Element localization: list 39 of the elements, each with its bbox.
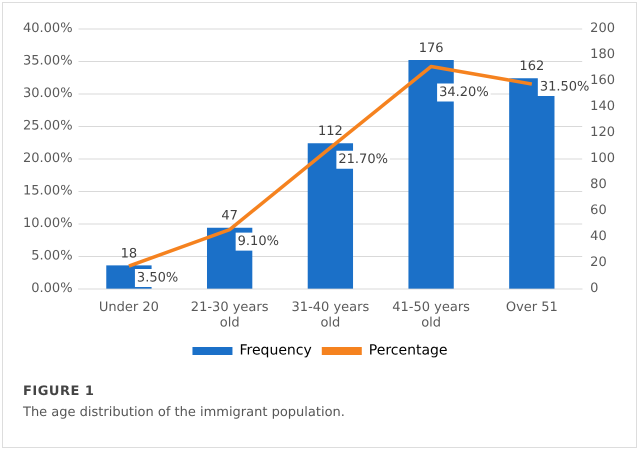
y-tick-label: 20.00% [22,151,73,166]
data-label: 18 [120,246,138,262]
legend-label: Percentage [368,342,448,359]
x-tick-label: Under 20 [98,300,159,315]
y2-tick-label: 180 [590,47,616,62]
data-label: 34.20% [439,84,489,100]
y-tick-label: 40.00% [22,21,73,36]
data-label: 162 [519,59,544,74]
y-tick-label: 0.00% [31,281,73,296]
y2-tick-label: 140 [590,99,616,114]
y2-tick-label: 0 [590,281,598,296]
y2-tick-label: 40 [590,229,607,244]
y2-tick-label: 80 [590,177,607,192]
y-tick-label: 25.00% [22,118,73,134]
y2-tick-label: 120 [590,125,616,140]
y-tick-label: 15.00% [22,184,73,199]
text: FIGURE 1 [23,384,94,399]
data-label: 31.50% [540,79,590,94]
y-tick-label: 10.00% [22,216,73,232]
y-tick-label: 30.00% [22,86,73,102]
y2-tick-label: 100 [590,151,616,166]
text: The age distribution of the immigrant population. [23,405,345,420]
x-tick-label: 31-40 years old [292,300,370,331]
legend-label: Frequency [239,342,312,359]
y2-tick-label: 160 [590,73,616,88]
y2-tick-label: 200 [590,21,616,36]
x-tick-label: 41-50 years old [392,300,470,331]
data-label: 47 [221,208,238,224]
y2-tick-label: 20 [590,255,607,270]
y-tick-label: 5.00% [31,248,73,264]
data-label: 9.10% [238,234,279,250]
data-label: 112 [318,124,343,140]
data-label: 21.70% [338,152,388,168]
x-tick-label: Over 51 [506,300,558,315]
y2-tick-label: 60 [590,203,607,218]
y-tick-label: 35.00% [22,54,73,69]
x-tick-label: 21-30 years old [190,300,269,331]
data-label: 3.50% [136,270,178,286]
data-label: 176 [418,40,444,56]
